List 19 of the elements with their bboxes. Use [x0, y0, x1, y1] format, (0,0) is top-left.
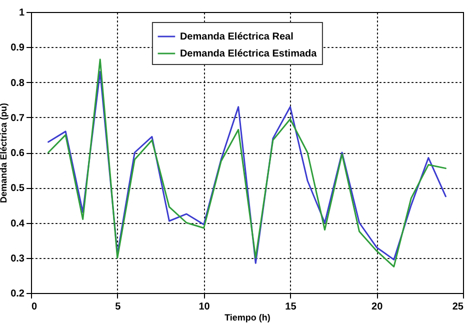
y-tick-label: 0.2 — [10, 288, 25, 300]
x-tick-label: 0 — [32, 302, 38, 312]
y-tick-label: 0.7 — [10, 112, 25, 124]
x-tick-label: 10 — [198, 302, 210, 312]
y-tick-label: 1 — [18, 8, 25, 18]
x-tick-label: 15 — [285, 302, 297, 312]
y-tick-label: 0.6 — [10, 148, 25, 159]
y-tick-label: 0.5 — [10, 183, 25, 194]
y-tick-label: 0.9 — [10, 42, 25, 54]
y-tick-label: 0.4 — [10, 218, 25, 230]
x-tick-label: 5 — [115, 302, 122, 312]
y-tick-label: 0.8 — [10, 78, 25, 89]
legend-label: Demanda Eléctrica Real — [180, 32, 294, 42]
x-tick-label: 25 — [452, 302, 464, 312]
y-axis-title: Demanda Eléctrica (pu) — [0, 102, 9, 204]
y-tick-label: 0.3 — [10, 253, 25, 264]
x-tick-label: 20 — [372, 302, 384, 312]
legend-label: Demanda Eléctrica Estimada — [180, 48, 318, 60]
x-axis-title: Tiempo (h) — [224, 312, 270, 322]
